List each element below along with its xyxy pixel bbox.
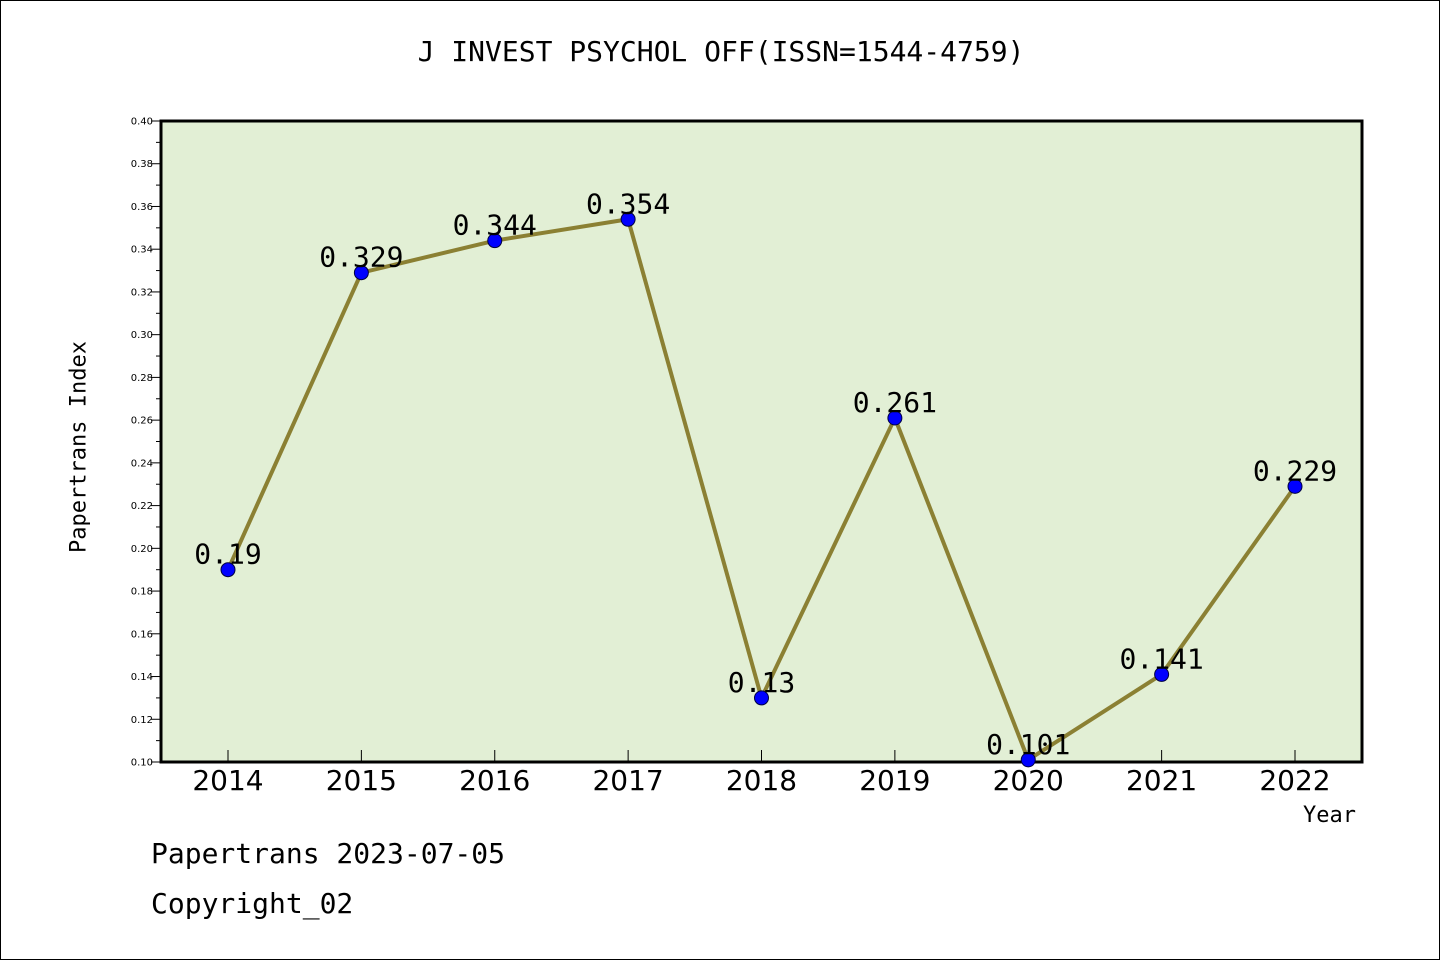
y-tick-label: 0.20 xyxy=(131,544,153,555)
data-point xyxy=(1287,478,1303,494)
data-label: 0.19 xyxy=(194,538,261,571)
x-tick-label: 2016 xyxy=(459,764,530,797)
y-tick-label: 0.24 xyxy=(131,458,153,469)
data-point xyxy=(353,265,369,281)
chart-title: J INVEST PSYCHOL OFF(ISSN=1544-4759) xyxy=(417,35,1025,68)
data-label: 0.261 xyxy=(853,386,937,419)
y-tick-label: 0.10 xyxy=(131,758,153,769)
y-tick-label: 0.12 xyxy=(131,715,153,726)
x-tick-label: 2020 xyxy=(993,764,1064,797)
data-label: 0.13 xyxy=(728,666,795,699)
plot-border xyxy=(159,119,1364,764)
data-label: 0.329 xyxy=(319,241,403,274)
y-tick-label: 0.14 xyxy=(131,672,153,683)
x-axis-label: Year xyxy=(1303,803,1356,828)
plot-area xyxy=(161,121,1362,762)
y-tick-label: 0.28 xyxy=(131,373,153,384)
y-tick-label: 0.30 xyxy=(131,330,153,341)
x-tick-label: 2014 xyxy=(192,764,263,797)
footer-copyright: Copyright_02 xyxy=(151,887,354,920)
y-tick-label: 0.36 xyxy=(131,202,153,213)
data-label: 0.354 xyxy=(586,187,670,220)
data-label: 0.101 xyxy=(986,728,1070,761)
y-tick-label: 0.16 xyxy=(131,629,153,640)
data-label: 0.344 xyxy=(453,209,537,242)
data-point xyxy=(1020,752,1036,768)
y-tick-label: 0.26 xyxy=(131,416,153,427)
x-tick-label: 2021 xyxy=(1126,764,1197,797)
y-tick-label: 0.38 xyxy=(131,159,153,170)
y-tick-label: 0.32 xyxy=(131,287,153,298)
data-point xyxy=(620,211,636,227)
data-point xyxy=(220,562,236,578)
data-label: 0.229 xyxy=(1253,454,1337,487)
x-tick-label: 2017 xyxy=(592,764,663,797)
data-point xyxy=(887,410,903,426)
data-point xyxy=(754,690,769,706)
data-point xyxy=(1154,666,1170,682)
y-tick-label: 0.22 xyxy=(131,501,153,512)
footer-date: Papertrans 2023-07-05 xyxy=(151,837,506,870)
x-tick-label: 2018 xyxy=(726,764,797,797)
x-tick-label: 2022 xyxy=(1259,764,1330,797)
y-tick-label: 0.40 xyxy=(131,117,153,128)
x-tick-label: 2019 xyxy=(859,764,930,797)
data-label: 0.141 xyxy=(1119,642,1203,675)
y-tick-label: 0.18 xyxy=(131,587,153,598)
y-tick-label: 0.34 xyxy=(131,245,153,256)
x-tick-label: 2015 xyxy=(326,764,397,797)
data-point xyxy=(487,233,503,249)
